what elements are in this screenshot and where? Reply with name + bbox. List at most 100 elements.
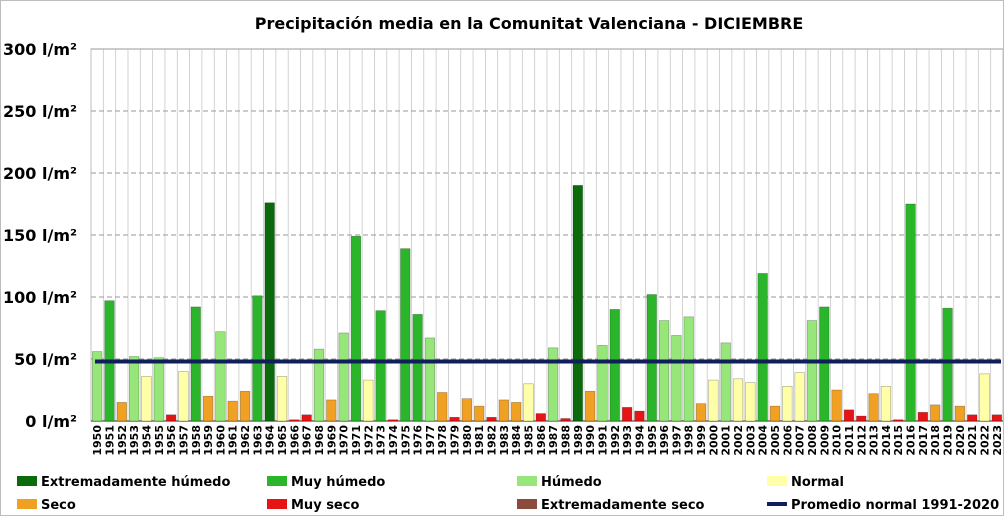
x-tick-label: 1969: [325, 425, 338, 456]
x-tick-label: 1950: [91, 425, 104, 456]
bar-1974: [387, 419, 399, 422]
x-tick-label: 1971: [350, 425, 363, 456]
bar-2007: [794, 372, 805, 422]
bar-2021: [967, 414, 978, 422]
x-tick-label: 1985: [523, 425, 536, 456]
x-tick-label: 1992: [609, 425, 622, 456]
x-tick-label: 1962: [239, 425, 252, 456]
bar-1973: [375, 310, 386, 422]
bar-1971: [350, 235, 362, 422]
x-tick-label: 2023: [991, 425, 1003, 456]
y-tick-label: 250 l/m²: [3, 102, 77, 121]
x-tick-label: 1958: [190, 425, 203, 456]
x-tick-label: 2005: [769, 425, 782, 456]
x-tick-label: 1999: [695, 425, 708, 456]
x-tick-label: 1961: [227, 425, 240, 456]
x-tick-label: 1998: [683, 425, 696, 456]
x-tick-label: 1963: [251, 425, 264, 456]
bar-1985: [523, 383, 534, 422]
bar-1963: [252, 295, 263, 422]
x-tick-label: 1996: [658, 425, 671, 456]
bar-2010: [831, 389, 842, 422]
bar-1989: [572, 185, 583, 422]
bar-1983: [498, 399, 509, 422]
x-tick-label: 1972: [362, 425, 375, 456]
x-tick-label: 2018: [929, 425, 942, 456]
x-tick-label: 1984: [510, 425, 523, 456]
x-tick-label: 1978: [436, 425, 449, 456]
x-tick-label: 2009: [818, 425, 831, 456]
bar-1962: [239, 390, 251, 422]
x-tick-label: 1959: [202, 425, 215, 456]
legend-label: Promedio normal 1991-2020: [791, 498, 999, 513]
x-tick-label: 1955: [153, 425, 166, 456]
bar-1997: [671, 335, 682, 422]
legend-swatch-mh: [267, 476, 287, 486]
legend-label: Muy húmedo: [291, 475, 385, 490]
bar-1994: [634, 410, 645, 422]
x-tick-label: 2013: [868, 425, 881, 456]
bar-1977: [424, 337, 436, 422]
bar-1999: [695, 403, 707, 422]
legend-label: Húmedo: [541, 475, 602, 490]
x-tick-label: 1973: [375, 425, 388, 456]
x-tick-label: 1997: [670, 425, 683, 456]
bar-2014: [880, 385, 892, 422]
x-tick-label: 1982: [486, 425, 499, 456]
bar-1952: [116, 402, 127, 422]
x-tick-label: 1988: [559, 425, 572, 456]
bar-1991: [597, 345, 608, 422]
x-tick-label: 2007: [794, 425, 807, 456]
legend-label: Extremadamente seco: [541, 498, 705, 513]
bar-2019: [942, 307, 953, 422]
x-axis: 1950 1951 1952 1953 1954 1955 1956 1957 1958 1959…: [91, 425, 1003, 456]
bar-2018: [930, 404, 941, 422]
y-tick-label: 200 l/m²: [3, 164, 77, 183]
bar-1979: [449, 416, 460, 422]
x-tick-label: 2003: [744, 425, 757, 456]
legend-label: Extremadamente húmedo: [41, 475, 230, 490]
legend-label: Muy seco: [291, 498, 359, 513]
bar-1982: [486, 416, 497, 422]
x-tick-label: 2012: [855, 425, 868, 456]
x-tick-label: 1993: [621, 425, 634, 456]
legend-swatch-h: [517, 476, 537, 486]
bar-1988: [560, 418, 571, 422]
bar-1976: [412, 314, 423, 422]
bar-1966: [289, 419, 300, 422]
x-tick-label: 1976: [412, 425, 425, 456]
bar-1981: [474, 405, 485, 422]
x-tick-label: 1983: [498, 425, 511, 456]
x-tick-label: 2010: [831, 425, 844, 456]
bar-1986: [535, 413, 546, 422]
x-tick-label: 2019: [942, 425, 955, 456]
bar-2001: [720, 342, 731, 422]
x-tick-label: 2008: [806, 425, 819, 456]
bar-1970: [338, 332, 349, 422]
bar-2016: [905, 203, 916, 422]
bar-2011: [843, 409, 855, 422]
bar-1968: [313, 348, 325, 422]
bar-2013: [868, 393, 879, 422]
bar-2015: [893, 419, 904, 422]
x-tick-label: 2020: [954, 425, 967, 456]
bar-2022: [979, 373, 990, 422]
y-tick-label: 300 l/m²: [3, 40, 77, 59]
x-tick-label: 1951: [103, 425, 116, 456]
bar-1954: [141, 376, 152, 422]
bar-2000: [708, 379, 719, 422]
x-tick-label: 2015: [892, 425, 905, 456]
x-tick-label: 1991: [596, 425, 609, 456]
legend-swatch-eh: [17, 476, 37, 486]
bar-1960: [215, 331, 226, 422]
y-tick-label: 50 l/m²: [14, 350, 77, 369]
x-tick-label: 1964: [264, 425, 277, 456]
bar-1955: [153, 357, 164, 422]
x-tick-label: 1956: [165, 425, 178, 456]
bar-1957: [178, 371, 189, 422]
x-tick-label: 1957: [177, 425, 190, 456]
bar-1993: [622, 407, 633, 422]
chart-title: Precipitación media en la Comunitat Vale…: [255, 14, 804, 33]
x-tick-label: 1990: [584, 425, 597, 456]
